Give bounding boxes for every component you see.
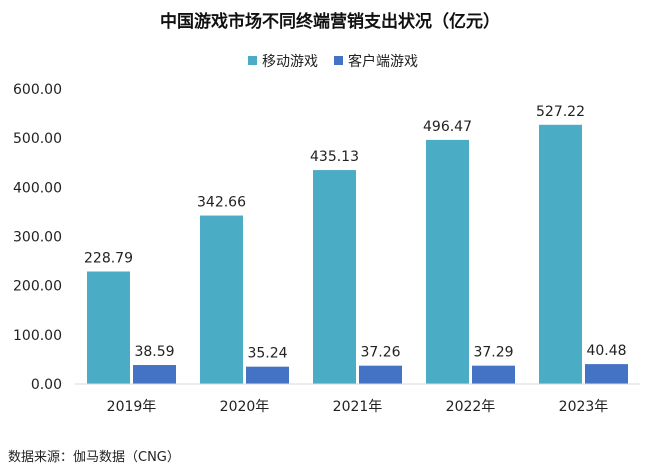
data-label: 37.26	[360, 345, 400, 361]
legend-swatch-client	[334, 56, 343, 65]
bar-mobile-games	[87, 271, 130, 384]
bar-client-games	[472, 365, 515, 384]
data-label: 35.24	[247, 346, 287, 362]
legend-swatch-mobile	[248, 56, 257, 65]
x-tick-label: 2022年	[446, 399, 496, 415]
bar-client-games	[585, 364, 628, 384]
data-label: 435.13	[310, 149, 359, 165]
x-tick-label: 2019年	[107, 399, 157, 415]
x-tick-label: 2021年	[333, 399, 383, 415]
bars	[87, 124, 628, 384]
x-tick-label: 2020年	[220, 399, 270, 415]
y-tick-label: 100.00	[13, 328, 62, 344]
bar-client-games	[359, 365, 402, 384]
data-label: 228.79	[84, 251, 133, 267]
data-labels: 228.79 38.59 342.66 35.24 435.13 37.26 496.47 3…	[84, 104, 627, 362]
y-tick-label: 300.00	[13, 230, 62, 246]
data-label: 37.29	[473, 345, 513, 361]
legend: 移动游戏 客户端游戏	[248, 53, 418, 70]
bar-client-games	[246, 366, 289, 384]
bar-mobile-games	[539, 124, 582, 384]
x-tick-label: 2023年	[559, 399, 609, 415]
data-label: 38.59	[134, 344, 174, 360]
data-label: 40.48	[586, 343, 626, 359]
legend-label-mobile: 移动游戏	[262, 54, 318, 70]
y-tick-label: 400.00	[13, 180, 62, 196]
bar-mobile-games	[200, 215, 243, 384]
chart-title: 中国游戏市场不同终端营销支出状况（亿元）	[160, 11, 500, 32]
x-axis: 2019年 2020年 2021年 2022年 2023年	[107, 399, 609, 415]
y-axis: 0.00 100.00 200.00 300.00 400.00 500.00 600.00	[13, 82, 62, 393]
data-label: 496.47	[423, 119, 472, 135]
bar-mobile-games	[313, 170, 356, 384]
y-tick-label: 500.00	[13, 131, 62, 147]
y-tick-label: 200.00	[13, 279, 62, 295]
source-note: 数据来源：伽马数据（CNG）	[8, 450, 180, 465]
bar-client-games	[133, 365, 176, 384]
data-label: 342.66	[197, 195, 246, 211]
bar-mobile-games	[426, 139, 469, 384]
y-tick-label: 0.00	[31, 377, 62, 393]
legend-label-client: 客户端游戏	[348, 53, 418, 70]
data-label: 527.22	[536, 104, 585, 120]
y-tick-label: 600.00	[13, 82, 62, 98]
